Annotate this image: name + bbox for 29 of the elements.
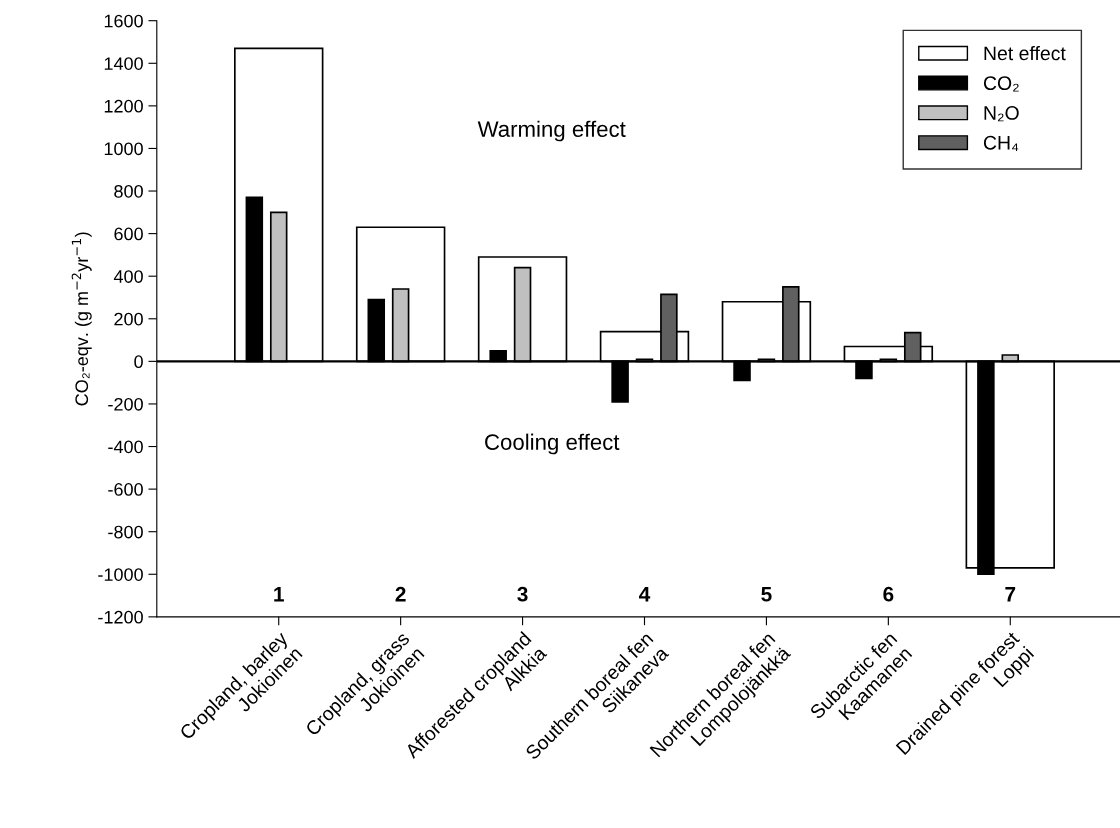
y-axis-title: CO₂-eqv. (g m$^{−2}$yr$^{−1}$) [71,232,92,406]
annotation: 3 [517,586,528,602]
y-tick-label: 1600 [104,14,143,28]
y-tick-label: -400 [108,440,143,454]
y-tick-label: -600 [108,483,143,496]
annotation: 4 [639,587,651,602]
annotation: 1 [274,587,284,602]
y-tick-label: 1200 [104,99,143,113]
annotation: Cooling effect [485,433,620,455]
y-tick-label: -1000 [98,568,143,581]
y-tick-label: 400 [113,270,143,283]
y-tick-label: 0 [134,355,143,369]
legend-label: CH₄ [983,135,1019,152]
legend-label: Net effect [984,46,1066,61]
y-tick-label: 1000 [104,142,143,156]
y-tick-label: -800 [108,525,143,539]
legend-label: CO₂ [983,76,1019,92]
y-tick-label: -1200 [98,610,143,624]
y-tick-label: 600 [114,227,143,241]
y-tick-label: 1400 [104,57,143,70]
y-tick-label: -200 [108,397,143,411]
annotation: 5 [761,587,772,602]
annotation: 7 [1005,587,1016,602]
annotation: 2 [395,586,406,602]
y-tick-label: 200 [114,312,143,326]
annotation: Warming effect [477,120,626,142]
annotation: 6 [883,586,894,602]
y-tick-label: 800 [114,184,143,198]
legend-label: N₂O [984,106,1019,122]
